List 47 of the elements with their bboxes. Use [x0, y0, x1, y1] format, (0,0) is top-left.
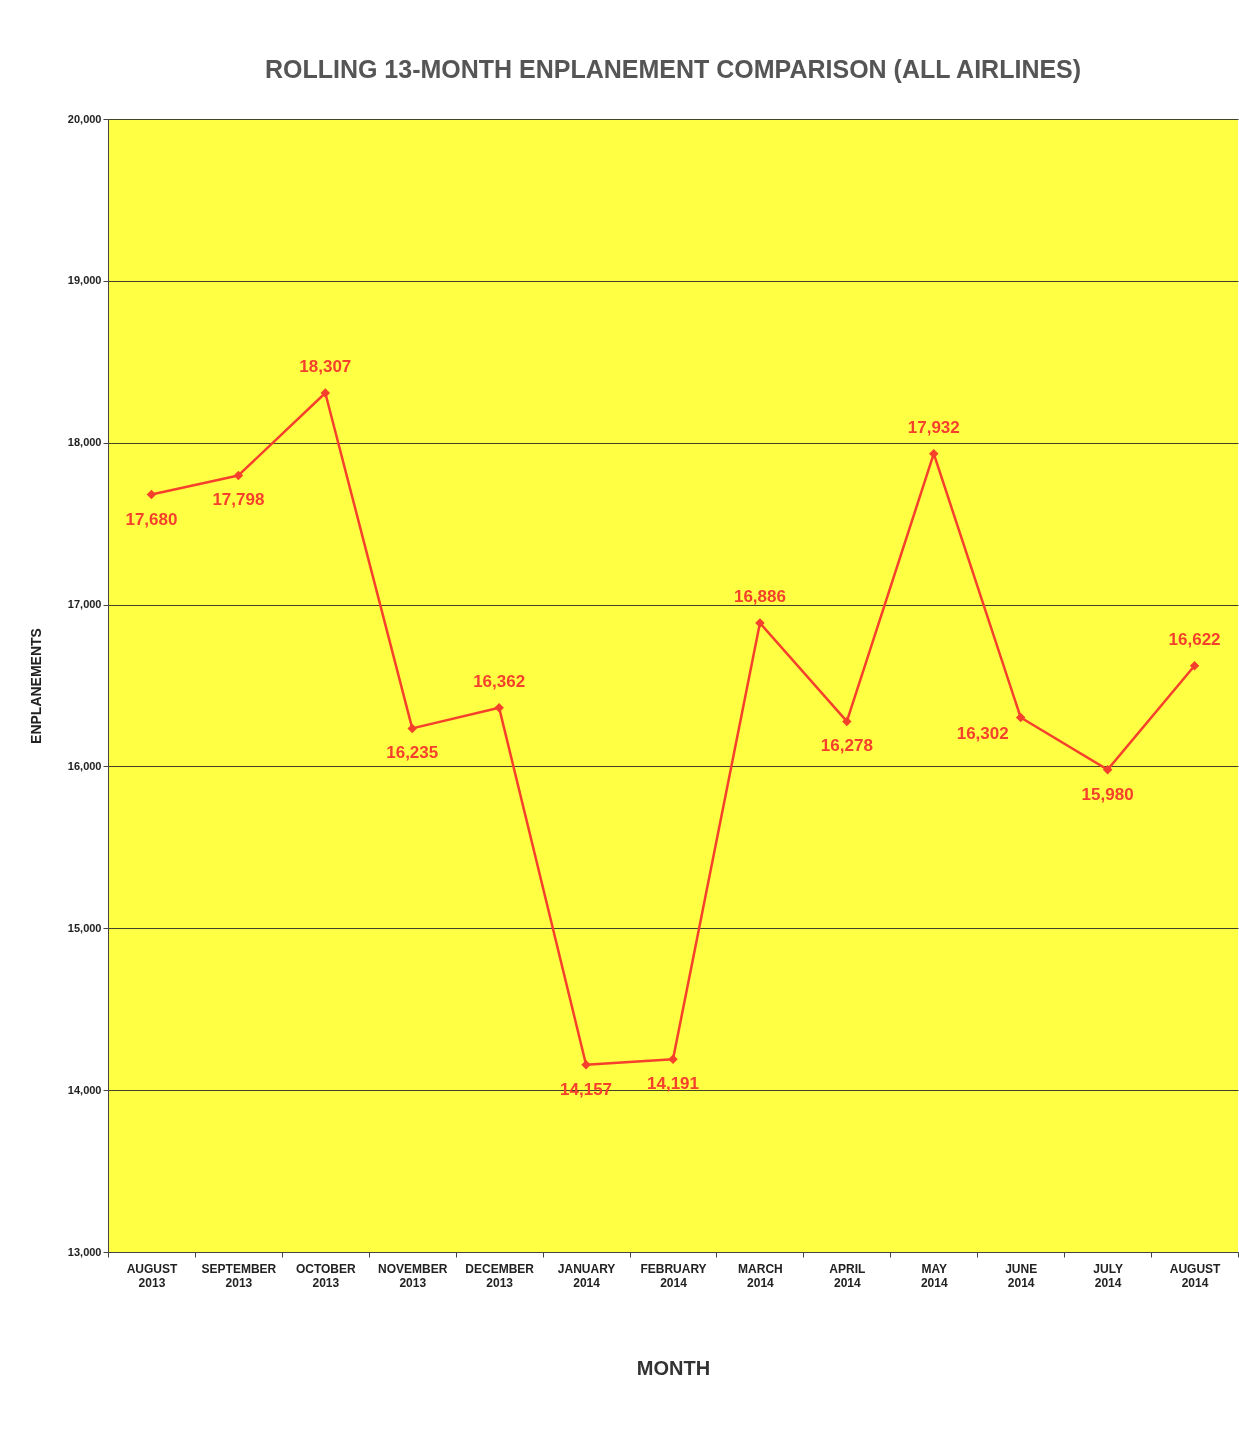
data-label: 16,622 [1168, 629, 1221, 649]
data-label: 17,932 [907, 417, 960, 437]
data-label: 15,980 [1081, 784, 1134, 804]
point [407, 723, 417, 734]
data-label: 16,362 [473, 671, 526, 691]
data-label: 16,278 [820, 736, 873, 756]
x-tick-label: AUGUST 2014 [1169, 1261, 1222, 1290]
point [1015, 712, 1026, 723]
point [146, 489, 157, 500]
x-tick-label: NOVEMBER 2013 [378, 1261, 448, 1290]
y-tick-label: 20,000 [67, 112, 102, 125]
y-tick-label: 13,000 [67, 1245, 102, 1258]
x-tick-label: AUGUST 2013 [126, 1261, 178, 1290]
x-tick-label: SEPTEMBER 2013 [201, 1261, 277, 1290]
y-tick-label: 18,000 [67, 436, 102, 449]
y-tick-label: 16,000 [67, 759, 102, 772]
x-tick-label: JANUARY 2014 [557, 1261, 616, 1290]
chart-title: ROLLING 13-MONTH ENPLANEMENT COMPARISON (ALL AIRLINES) [264, 55, 1082, 83]
point [1189, 661, 1200, 671]
x-tick-label: MAY 2014 [920, 1261, 948, 1290]
y-tick-label: 15,000 [67, 921, 102, 934]
y-axis-title: ENPLANEMENTS [27, 628, 44, 744]
point [494, 703, 504, 713]
x-axis-title: MONTH [636, 1356, 711, 1379]
x-tick-label: DECEMBER 2013 [465, 1261, 535, 1290]
x-tick-label: MARCH 2014 [738, 1261, 783, 1290]
data-label: 16,886 [733, 587, 786, 607]
point [581, 1059, 591, 1070]
data-label: 17,798 [212, 490, 265, 510]
y-tick-label: 19,000 [67, 274, 102, 287]
point [929, 448, 939, 459]
x-tick-label: FEBRUARY 2014 [640, 1261, 707, 1290]
x-tick-label: APRIL 2014 [829, 1261, 866, 1290]
data-label: 14,191 [647, 1074, 699, 1094]
x-tick-label: JULY 2014 [1093, 1261, 1123, 1290]
y-tick-label: 17,000 [67, 598, 102, 611]
point [842, 716, 852, 727]
point [320, 388, 331, 398]
point [1102, 764, 1113, 775]
data-label: 16,235 [386, 743, 439, 763]
y-tick-label: 14,000 [67, 1083, 102, 1096]
point [233, 470, 244, 481]
x-tick-label: OCTOBER 2013 [295, 1261, 357, 1290]
data-label: 18,307 [299, 357, 352, 377]
data-label: 17,680 [125, 509, 178, 529]
data-label: 16,302 [956, 723, 1009, 743]
x-tick-label: JUNE 2014 [1005, 1261, 1038, 1290]
